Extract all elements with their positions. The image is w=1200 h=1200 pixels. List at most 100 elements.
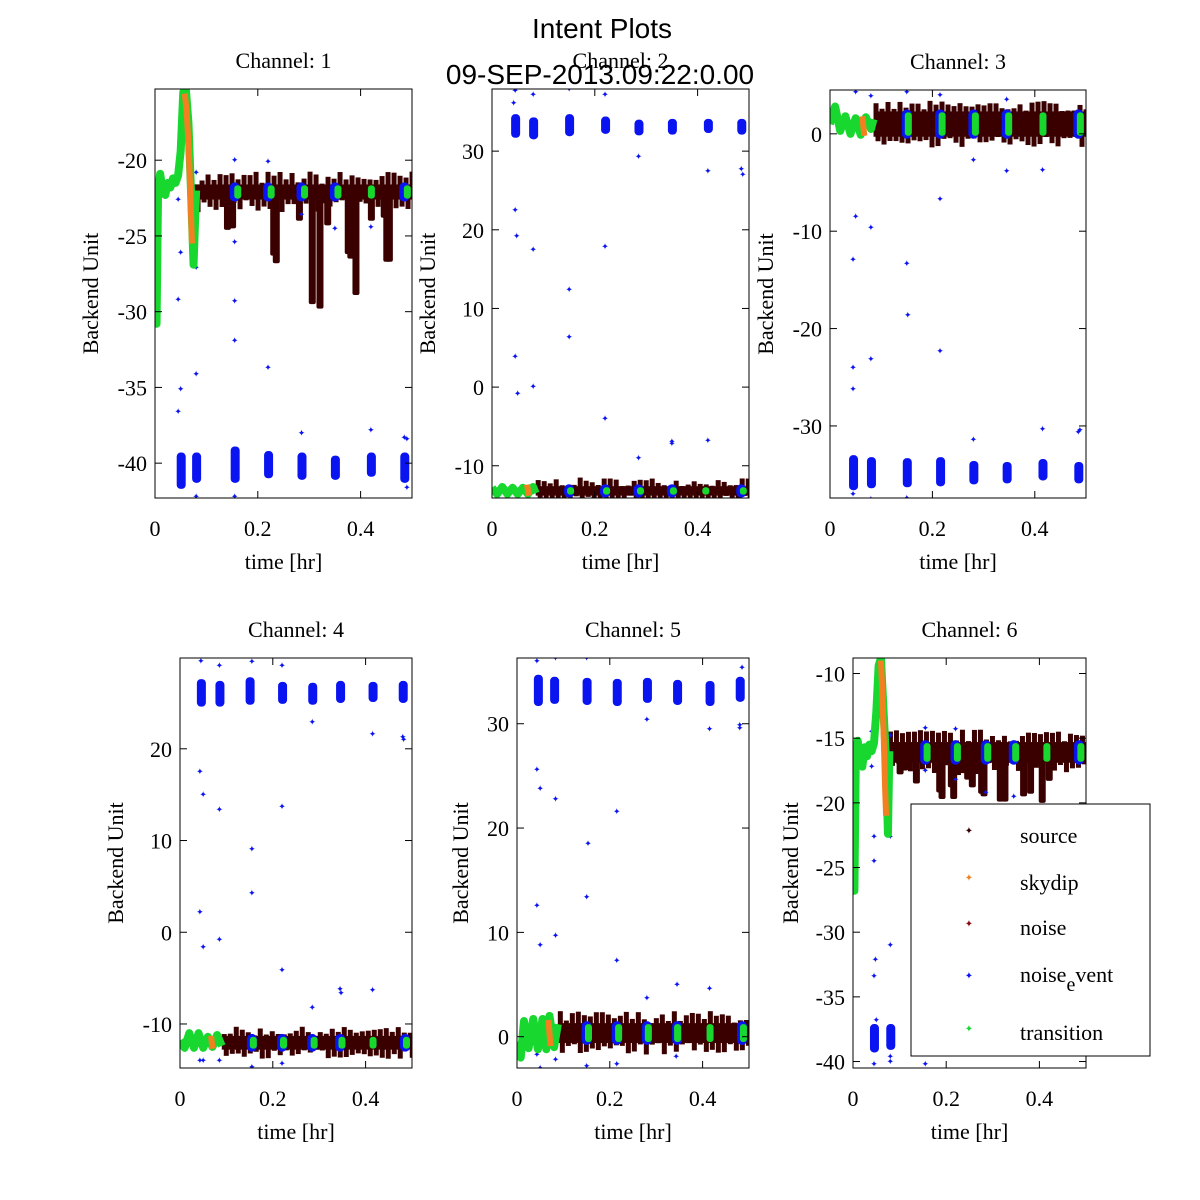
- source-point: [1079, 735, 1085, 745]
- source-point: [409, 171, 412, 187]
- noise-event-point: ✦: [248, 1062, 256, 1072]
- source-point: [675, 493, 681, 498]
- figure-subtitle: 09-SEP-2013.09:22:0.00: [446, 59, 754, 90]
- x-tick-label: 0.4: [1026, 1086, 1054, 1111]
- transition-segment: [615, 1024, 623, 1042]
- noise-event-cluster: [673, 679, 683, 705]
- y-tick-label: 20: [487, 816, 509, 841]
- source-point: [885, 101, 891, 114]
- axes-frame: [829, 89, 1087, 499]
- source-point: [993, 103, 999, 114]
- source-point: [1063, 760, 1069, 773]
- panel-channel-5: ✦✦✦✦✦✦✦✦✦✦✦✦ ✦✦✦✦ ✦✦✦✦✦ ✦✦✦ ✦ ✦✦0 0.2 0.4302010…: [448, 617, 750, 1144]
- y-tick-label: 10: [462, 296, 484, 321]
- noise-event-point: ✦: [197, 656, 205, 666]
- noise-event-cluster: [278, 681, 288, 704]
- x-axis-label: time [hr]: [931, 1119, 1009, 1144]
- source-point: [595, 485, 601, 489]
- source-point: [911, 134, 917, 141]
- source-point: [621, 493, 627, 498]
- source-point: [709, 1040, 715, 1050]
- source-band: [557, 1023, 749, 1043]
- source-point: [917, 730, 923, 745]
- noise-event-point: ✦: [552, 653, 560, 663]
- source-point: [569, 1013, 575, 1026]
- source-point: [1019, 736, 1025, 745]
- source-point: [623, 1011, 629, 1026]
- source-point: [643, 1040, 649, 1055]
- axes-frame: [179, 657, 413, 1069]
- source-point: [1067, 733, 1073, 745]
- noise-event-point: ✦: [903, 87, 911, 97]
- source-point: [731, 1022, 737, 1026]
- y-tick-label: 10: [487, 920, 509, 945]
- source-point: [557, 1011, 563, 1026]
- axes-frame: [154, 88, 413, 499]
- source-point: [227, 1033, 233, 1038]
- legend-entry-skydip: ✦ skydip: [965, 870, 1079, 895]
- transition-segment: [567, 487, 575, 495]
- noise-event-point: ✦: [216, 1056, 224, 1066]
- noise-event-point: ✦: [533, 900, 541, 910]
- noise-event-point: ✦: [231, 237, 239, 247]
- source-point: [711, 493, 717, 498]
- source-point: [409, 1047, 412, 1058]
- noise-event-point: ✦: [970, 435, 978, 445]
- source-point: [547, 483, 553, 489]
- source-point: [385, 172, 391, 187]
- source-point: [697, 483, 703, 489]
- noise-event-point: ✦: [706, 984, 714, 994]
- noise-event-point: ✦: [231, 491, 239, 501]
- source-point: [695, 1013, 701, 1026]
- source-point: [591, 493, 597, 498]
- source-point: [921, 109, 927, 114]
- source-point: [283, 179, 289, 187]
- noise-event-point: ✦: [264, 363, 272, 373]
- series-source: [557, 1011, 749, 1055]
- transition-segment: [1005, 112, 1013, 136]
- source-point: [375, 197, 381, 207]
- source-point: [705, 493, 711, 498]
- source-point: [899, 733, 905, 745]
- source-point: [1073, 735, 1079, 745]
- transition-segment: [369, 1036, 377, 1049]
- source-point: [615, 493, 621, 498]
- source-point: [595, 1040, 601, 1051]
- source-point: [271, 175, 277, 187]
- source-point: [555, 493, 561, 498]
- source-point: [627, 493, 633, 496]
- source-dip: [385, 197, 393, 262]
- series-skydip: [524, 484, 532, 497]
- transition-path: [830, 102, 878, 139]
- source-point: [715, 480, 721, 489]
- source-point: [605, 1014, 611, 1026]
- source-point: [671, 1011, 677, 1026]
- figure-title: Intent Plots: [532, 13, 672, 44]
- noise-event-point: ✦: [739, 170, 747, 180]
- source-point: [649, 478, 655, 489]
- source-point: [223, 175, 229, 187]
- source-point: [745, 1040, 749, 1046]
- source-point: [703, 1040, 709, 1052]
- legend-entry-noise: ✦ noise: [965, 915, 1067, 940]
- source-dip: [1038, 760, 1046, 803]
- source-point: [265, 171, 271, 187]
- noise-event-cluster: [400, 452, 410, 483]
- source-point: [549, 493, 555, 498]
- x-tick-label: 0.2: [581, 516, 609, 541]
- noise-event-point: ✦: [216, 804, 224, 814]
- source-point: [391, 172, 397, 187]
- y-tick-label: -10: [816, 662, 845, 687]
- source-point: [983, 134, 989, 143]
- noise-event-point: ✦: [601, 241, 609, 251]
- plot-area: ✦✦✦✦✦✦✦✦✦✦✦✦✦✦✦✦✦✦✦✦✦✦✦✦✦: [830, 87, 1086, 498]
- noise-event-point: ✦: [331, 223, 339, 233]
- source-point: [1043, 134, 1049, 138]
- noise-event-point: ✦: [529, 90, 537, 100]
- transition-segment: [249, 1036, 257, 1049]
- source-point: [917, 134, 923, 142]
- source-point: [287, 1033, 293, 1038]
- noise-event-point: ✦: [510, 98, 518, 108]
- source-point: [349, 1047, 355, 1055]
- source-point: [307, 171, 313, 187]
